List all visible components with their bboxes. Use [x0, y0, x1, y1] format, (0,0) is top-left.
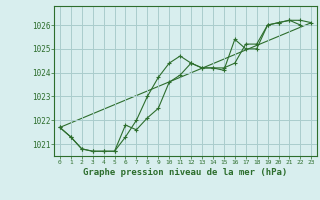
X-axis label: Graphe pression niveau de la mer (hPa): Graphe pression niveau de la mer (hPa) — [84, 168, 288, 177]
